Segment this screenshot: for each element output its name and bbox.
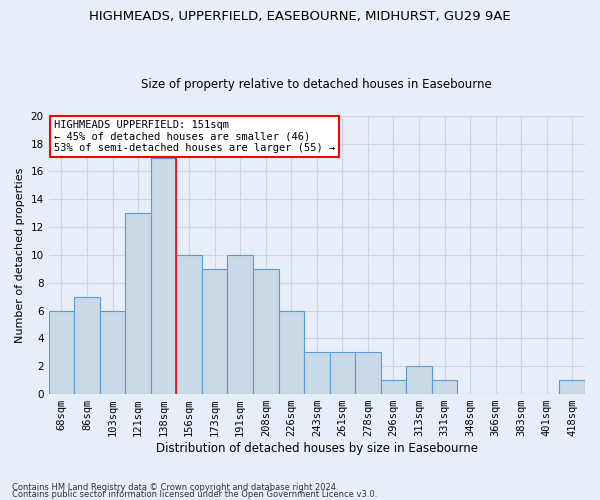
Bar: [227, 255, 253, 394]
Text: HIGHMEADS UPPERFIELD: 151sqm
← 45% of detached houses are smaller (46)
53% of se: HIGHMEADS UPPERFIELD: 151sqm ← 45% of de…: [54, 120, 335, 153]
Bar: [49, 310, 74, 394]
Bar: [100, 310, 125, 394]
X-axis label: Distribution of detached houses by size in Easebourne: Distribution of detached houses by size …: [156, 442, 478, 455]
Y-axis label: Number of detached properties: Number of detached properties: [15, 167, 25, 342]
Bar: [125, 213, 151, 394]
Bar: [355, 352, 380, 394]
Bar: [278, 310, 304, 394]
Bar: [253, 269, 278, 394]
Text: Contains HM Land Registry data © Crown copyright and database right 2024.: Contains HM Land Registry data © Crown c…: [12, 484, 338, 492]
Bar: [329, 352, 355, 394]
Text: HIGHMEADS, UPPERFIELD, EASEBOURNE, MIDHURST, GU29 9AE: HIGHMEADS, UPPERFIELD, EASEBOURNE, MIDHU…: [89, 10, 511, 23]
Title: Size of property relative to detached houses in Easebourne: Size of property relative to detached ho…: [142, 78, 492, 91]
Bar: [406, 366, 432, 394]
Bar: [432, 380, 457, 394]
Bar: [176, 255, 202, 394]
Bar: [74, 296, 100, 394]
Bar: [380, 380, 406, 394]
Text: Contains public sector information licensed under the Open Government Licence v3: Contains public sector information licen…: [12, 490, 377, 499]
Bar: [559, 380, 585, 394]
Bar: [151, 158, 176, 394]
Bar: [202, 269, 227, 394]
Bar: [304, 352, 329, 394]
